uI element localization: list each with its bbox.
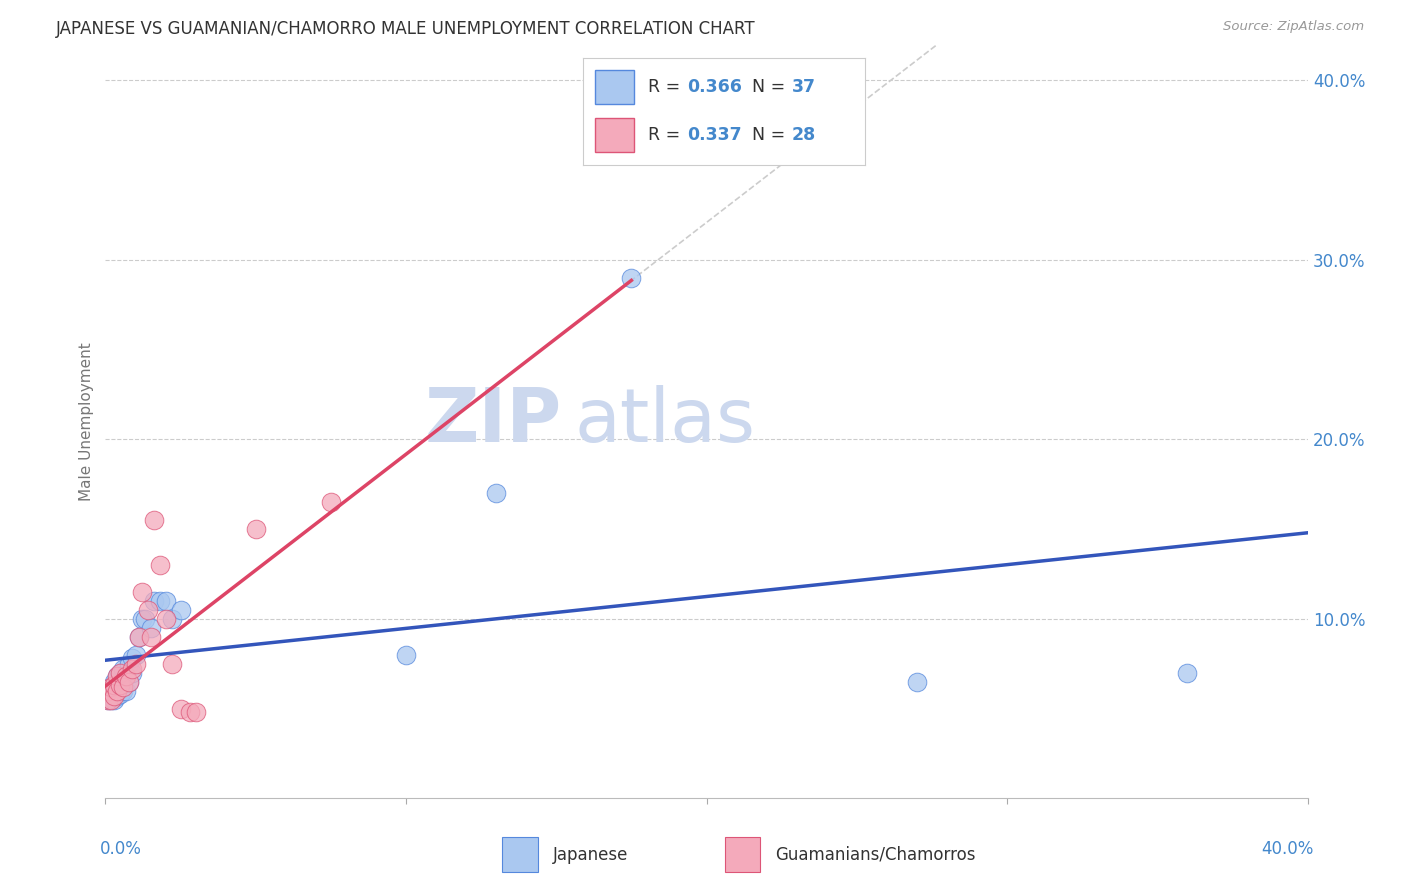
Point [103, 678, 125, 692]
Y-axis label: Male Unemployment: Male Unemployment [79, 343, 94, 500]
Bar [725, 838, 761, 871]
Bar [502, 838, 537, 871]
Point [148, 594, 170, 608]
Point [148, 558, 170, 572]
Text: 37: 37 [792, 78, 815, 95]
Point [110, 687, 132, 701]
Point [103, 692, 125, 706]
Point [97, 692, 120, 706]
Point [110, 678, 132, 692]
Point [110, 665, 132, 680]
Point [485, 486, 508, 500]
Point [319, 495, 342, 509]
Text: 0.0%: 0.0% [100, 839, 142, 858]
Point [103, 683, 125, 698]
Point [139, 621, 162, 635]
Text: N =: N = [752, 78, 792, 95]
Point [112, 680, 135, 694]
Point [184, 705, 207, 719]
Point [103, 674, 125, 689]
Point [169, 603, 191, 617]
Point [121, 665, 143, 680]
Point [905, 674, 928, 689]
Point [103, 689, 125, 703]
Text: 0.366: 0.366 [688, 78, 742, 95]
Point [124, 657, 146, 671]
Text: Source: ZipAtlas.com: Source: ZipAtlas.com [1223, 20, 1364, 33]
Point [134, 612, 156, 626]
Point [124, 648, 146, 662]
Point [107, 678, 129, 692]
Point [97, 692, 120, 706]
Point [160, 612, 183, 626]
Point [620, 271, 643, 285]
Text: R =: R = [648, 78, 686, 95]
Point [121, 651, 143, 665]
Text: ZIP: ZIP [425, 385, 562, 458]
Text: JAPANESE VS GUAMANIAN/CHAMORRO MALE UNEMPLOYMENT CORRELATION CHART: JAPANESE VS GUAMANIAN/CHAMORRO MALE UNEM… [56, 20, 756, 37]
Point [112, 683, 135, 698]
Point [395, 648, 418, 662]
Bar [595, 118, 634, 153]
Point [97, 683, 120, 698]
Text: atlas: atlas [574, 385, 755, 458]
Point [107, 689, 129, 703]
Text: 0.337: 0.337 [688, 126, 742, 144]
Point [97, 683, 120, 698]
Point [139, 630, 162, 644]
Point [100, 683, 122, 698]
Text: Guamanians/Chamorros: Guamanians/Chamorros [776, 846, 976, 863]
Point [128, 630, 150, 644]
Point [107, 669, 129, 683]
Point [169, 701, 191, 715]
Point [100, 692, 122, 706]
Point [136, 603, 159, 617]
Point [118, 657, 141, 671]
Point [110, 674, 132, 689]
Point [118, 674, 141, 689]
Point [128, 630, 150, 644]
Point [100, 680, 122, 694]
Point [245, 522, 267, 536]
Point [155, 594, 177, 608]
Point [118, 674, 141, 689]
Point [179, 705, 201, 719]
Point [155, 612, 177, 626]
Text: N =: N = [752, 126, 792, 144]
Text: 40.0%: 40.0% [1261, 839, 1313, 858]
Text: R =: R = [648, 126, 686, 144]
Point [110, 665, 132, 680]
Point [100, 692, 122, 706]
Point [131, 585, 153, 599]
Point [115, 683, 138, 698]
Point [121, 662, 143, 676]
Point [142, 594, 165, 608]
Point [1175, 665, 1198, 680]
Point [142, 513, 165, 527]
Point [112, 674, 135, 689]
Point [115, 669, 138, 683]
Point [107, 683, 129, 698]
Point [160, 657, 183, 671]
Text: 28: 28 [792, 126, 815, 144]
Point [115, 669, 138, 683]
Point [131, 612, 153, 626]
Point [112, 662, 135, 676]
Bar [595, 70, 634, 104]
Text: Japanese: Japanese [553, 846, 628, 863]
Point [107, 669, 129, 683]
